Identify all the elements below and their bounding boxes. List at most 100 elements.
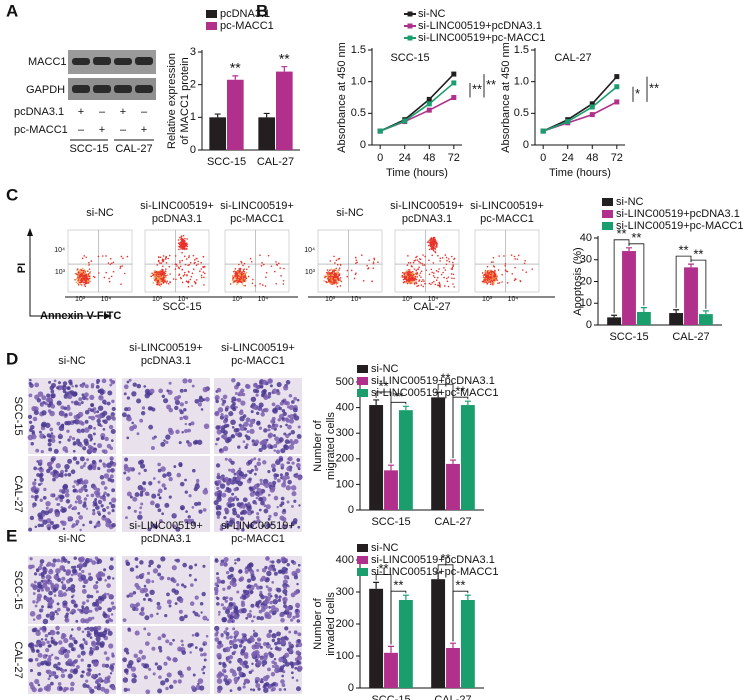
cell [93,450,96,453]
event [525,271,527,273]
cell [54,474,59,479]
cell [35,605,38,608]
event [243,274,245,276]
event [193,255,195,257]
cell [127,506,130,509]
event [89,268,91,270]
event [119,267,121,269]
cell [150,614,154,618]
event [262,284,264,286]
event [483,274,485,276]
event [110,258,112,260]
cell [71,469,76,474]
marker [541,129,546,134]
x-tick-label: CAL-27 [257,156,294,168]
cell [217,480,222,485]
y-axis-label: Relative expression [166,53,178,149]
cell [296,583,298,585]
cell [284,653,289,658]
cell [287,585,289,587]
cell [177,395,181,399]
cell [247,579,251,583]
event [421,281,423,283]
cell [66,421,71,426]
cell [274,496,279,501]
y-tick-label: 0 [586,319,592,331]
event [280,275,282,277]
cell [140,611,145,616]
cell [103,515,106,518]
cell [89,521,92,524]
cell [77,654,81,658]
cell [134,675,137,678]
event [332,280,334,282]
event [80,272,82,274]
sign: – [78,124,85,136]
cell [66,607,69,610]
cell [73,391,78,396]
event [263,264,265,266]
cell [51,383,56,388]
cell [229,497,234,502]
x-tick-label: SCC-15 [207,156,246,168]
cell [267,424,271,428]
cell [96,385,100,389]
cell [245,570,249,574]
cell [235,432,238,435]
cell [70,687,74,691]
cell [235,634,238,637]
cell [77,480,80,483]
cell [148,425,153,430]
cell [39,477,44,482]
event [337,281,339,283]
error-bar [611,315,617,317]
cell [33,618,36,621]
cell [297,665,302,670]
cell [92,512,95,515]
cell [40,499,43,502]
event [429,238,431,240]
group-label: SCC-15 [69,143,108,155]
cell [274,658,276,660]
cell [257,637,261,641]
cell [200,611,202,613]
event [432,240,434,242]
event [164,270,166,272]
event [196,264,198,266]
event [184,256,186,258]
cell [84,640,88,644]
cell [215,443,218,446]
cell [29,393,33,397]
cell [291,491,296,496]
cell [214,626,219,631]
cell [123,471,126,474]
cell [244,474,247,477]
cell [233,488,237,492]
cell [230,419,236,425]
event [195,258,197,260]
cell [160,556,165,561]
event [283,283,285,285]
cell [111,523,116,528]
event [154,270,156,272]
cell [29,421,32,424]
event [203,266,205,268]
cell [84,441,89,446]
cell [182,563,187,568]
cell [123,677,128,682]
bar [399,410,413,510]
cell [238,676,241,679]
cell [266,504,271,509]
cell [136,399,141,404]
bar [431,579,445,688]
cell [234,607,238,611]
event [409,278,411,280]
cell [32,486,36,490]
cell [147,572,150,575]
event [336,273,338,275]
cell [71,596,74,599]
cell [203,398,206,401]
cell [63,592,67,596]
significance: ** [649,81,659,96]
cell [163,439,165,441]
